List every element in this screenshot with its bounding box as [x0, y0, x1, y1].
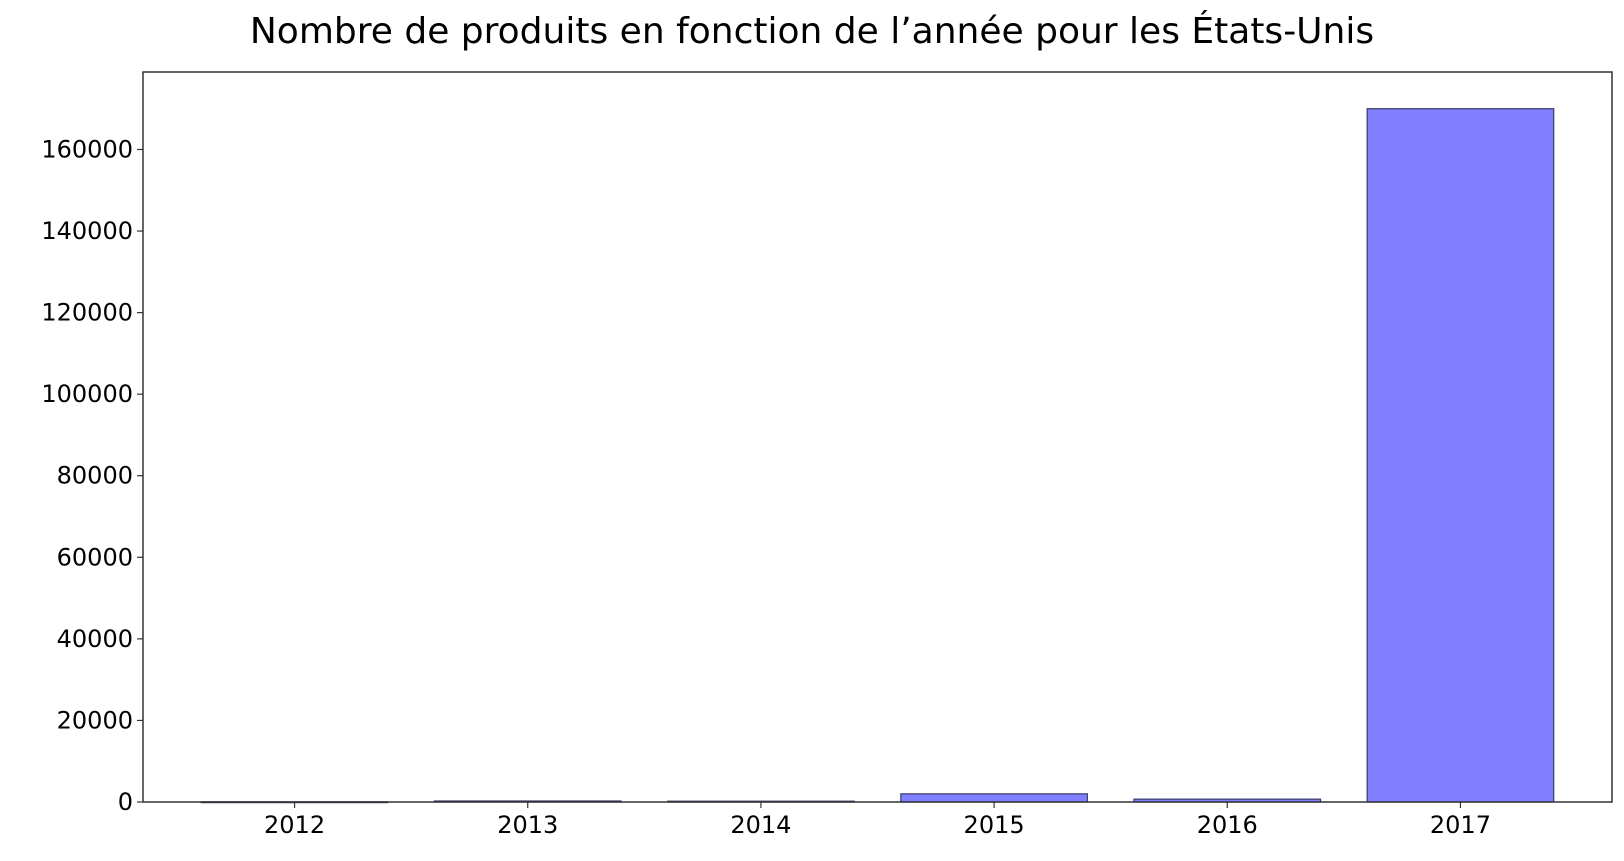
x-tick-label-2016: 2016 — [1197, 811, 1258, 839]
y-tick-label-0: 0 — [118, 788, 133, 816]
bar-2015 — [900, 793, 1088, 803]
x-tick-label-2013: 2013 — [497, 811, 558, 839]
y-axis: 0 20000 40000 60000 80000 100000 120000 140000 1… — [41, 135, 143, 816]
y-tick-label-140000: 140000 — [41, 217, 133, 245]
y-tick-label-40000: 40000 — [57, 625, 133, 653]
bar-2017 — [1366, 108, 1555, 803]
y-tick-label-160000: 160000 — [41, 135, 133, 163]
x-tick-label-2017: 2017 — [1430, 811, 1491, 839]
chart-title: Nombre de produits en fonction de l’anné… — [249, 11, 1375, 52]
plot-frame — [142, 71, 1613, 803]
y-tick-label-80000: 80000 — [57, 462, 133, 490]
x-tick-label-2015: 2015 — [964, 811, 1025, 839]
bars-group — [200, 108, 1555, 804]
x-tick-label-2012: 2012 — [264, 811, 325, 839]
x-tick-label-2014: 2014 — [730, 811, 791, 839]
y-tick-label-60000: 60000 — [57, 543, 133, 571]
y-tick-label-100000: 100000 — [41, 380, 133, 408]
y-tick-label-20000: 20000 — [57, 706, 133, 734]
y-tick-label-120000: 120000 — [41, 299, 133, 327]
x-axis: 2012 2013 2014 2015 2016 2017 — [264, 802, 1491, 839]
